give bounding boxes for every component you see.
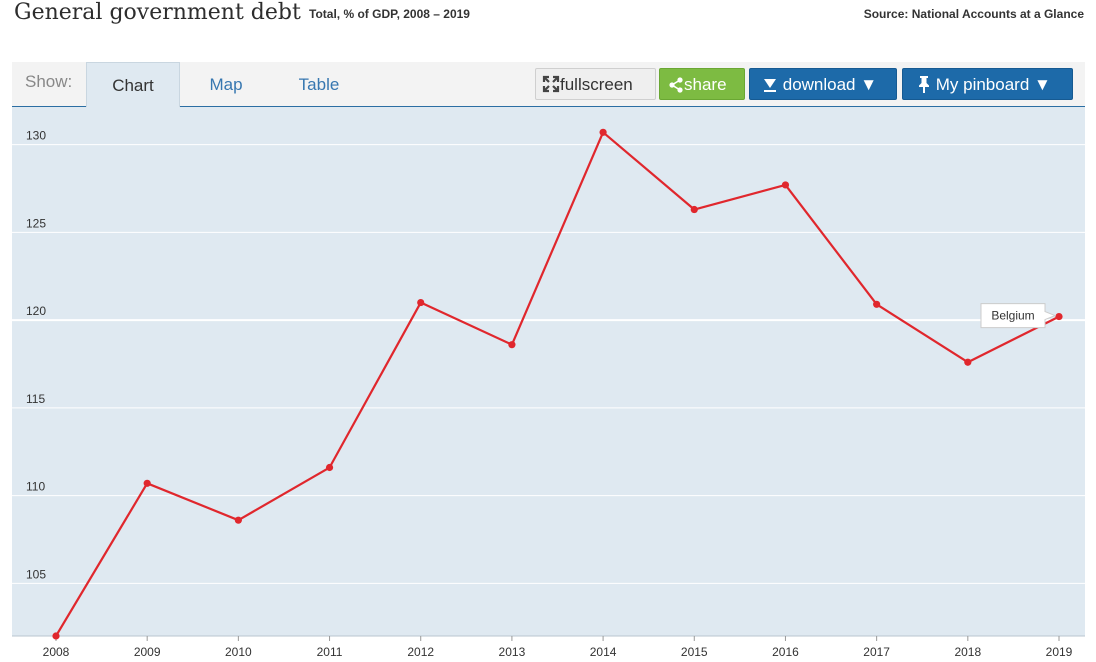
source-note: Source: National Accounts at a Glance	[863, 7, 1084, 21]
download-button[interactable]: download ▼	[749, 68, 897, 100]
x-tick-label: 2015	[681, 645, 708, 659]
download-icon	[762, 75, 778, 94]
tab-map[interactable]: Map	[209, 75, 243, 94]
x-tick-label: 2019	[1046, 645, 1073, 659]
share-label: share	[684, 75, 727, 94]
x-tick-label: 2010	[225, 645, 252, 659]
chart-subtitle: Total, % of GDP, 2008 – 2019	[309, 7, 470, 21]
data-point	[781, 181, 790, 189]
fullscreen-icon	[542, 75, 560, 94]
x-tick-label: 2009	[134, 645, 161, 659]
pinboard-button[interactable]: My pinboard ▼	[902, 68, 1073, 100]
x-tick-label: 2008	[43, 645, 70, 659]
data-point	[690, 205, 698, 214]
x-tick-label: 2018	[954, 645, 981, 659]
series-label-box	[980, 303, 1057, 329]
show-label: Show:	[25, 72, 73, 91]
data-point	[52, 632, 60, 640]
data-point	[417, 298, 425, 307]
y-tick-label: 120	[26, 304, 46, 318]
tab-chart[interactable]: Chart	[86, 62, 180, 108]
fullscreen-label: fullscreen	[560, 75, 633, 94]
x-tick-label: 2013	[499, 645, 526, 659]
series-line	[55, 131, 1060, 637]
y-tick-label: 125	[26, 216, 46, 230]
series-label: Belgium	[991, 309, 1034, 323]
data-point	[143, 479, 151, 487]
fullscreen-button[interactable]: fullscreen	[535, 68, 656, 100]
tab-table[interactable]: Table	[298, 75, 340, 94]
data-point	[1055, 312, 1063, 321]
y-tick-label: 115	[26, 392, 45, 406]
data-point	[325, 463, 334, 472]
pinboard-label: My pinboard ▼	[935, 75, 1051, 94]
data-point	[599, 128, 607, 136]
download-label: download ▼	[782, 75, 878, 94]
x-tick-label: 2017	[863, 645, 890, 659]
x-tick-label: 2012	[407, 645, 434, 659]
page-title: General government debt	[14, 0, 301, 25]
y-tick-label: 105	[26, 567, 46, 581]
share-icon	[668, 75, 684, 94]
data-point	[234, 516, 242, 524]
y-tick-label: 130	[26, 129, 46, 143]
data-point	[873, 300, 881, 308]
data-point	[508, 341, 516, 349]
x-tick-label: 2011	[317, 645, 343, 659]
data-point	[964, 358, 972, 366]
share-button[interactable]: share	[659, 68, 745, 100]
x-tick-label: 2016	[772, 645, 799, 659]
x-tick-label: 2014	[590, 645, 617, 659]
pin-icon	[917, 75, 931, 94]
y-tick-label: 110	[26, 480, 45, 494]
plot-area	[12, 107, 1085, 636]
chart-toolbar: Show: Chart Map Table fullscreen share d…	[12, 62, 1085, 108]
